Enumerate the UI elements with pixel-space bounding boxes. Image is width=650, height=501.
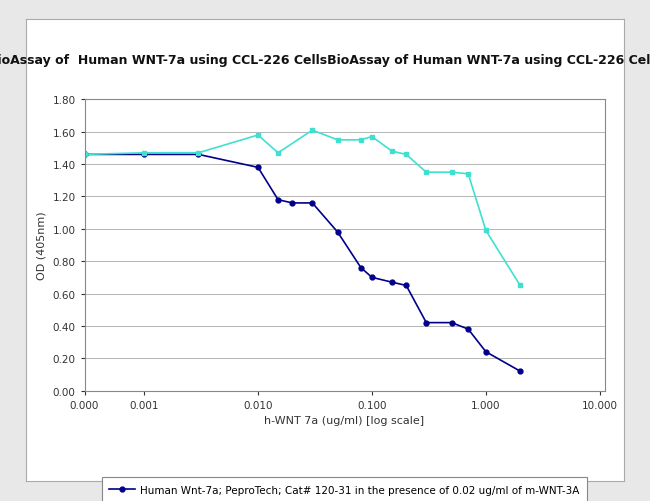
Human Wnt-7a; Competitor in the presence or absence of 0.02 ug/ml of m-WNT-3A: [388, 149, 396, 155]
Human Wnt-7a; Competitor in the presence or absence of 0.02 ug/ml of m-WNT-3A: [368, 134, 376, 140]
Human Wnt-7a; Competitor in the presence or absence of 0.02 ug/ml of m-WNT-3A: [482, 228, 489, 234]
Text: BioAssay of  Human WNT-7a using CCL-226 CellsBioAssay of Human WNT-7a using CCL-: BioAssay of Human WNT-7a using CCL-226 C…: [0, 54, 650, 67]
Human Wnt-7a; PeproTech; Cat# 120-31 in the presence of 0.02 ug/ml of m-WNT-3A: [357, 265, 365, 271]
Human Wnt-7a; Competitor in the presence or absence of 0.02 ug/ml of m-WNT-3A: [309, 128, 317, 134]
Human Wnt-7a; Competitor in the presence or absence of 0.02 ug/ml of m-WNT-3A: [254, 133, 262, 139]
Human Wnt-7a; Competitor in the presence or absence of 0.02 ug/ml of m-WNT-3A: [333, 138, 341, 144]
Human Wnt-7a; Competitor in the presence or absence of 0.02 ug/ml of m-WNT-3A: [516, 283, 524, 289]
Human Wnt-7a; PeproTech; Cat# 120-31 in the presence of 0.02 ug/ml of m-WNT-3A: [422, 320, 430, 326]
Human Wnt-7a; PeproTech; Cat# 120-31 in the presence of 0.02 ug/ml of m-WNT-3A: [388, 280, 396, 286]
Human Wnt-7a; Competitor in the presence or absence of 0.02 ug/ml of m-WNT-3A: [357, 138, 365, 144]
Human Wnt-7a; PeproTech; Cat# 120-31 in the presence of 0.02 ug/ml of m-WNT-3A: [448, 320, 456, 326]
Human Wnt-7a; PeproTech; Cat# 120-31 in the presence of 0.02 ug/ml of m-WNT-3A: [254, 165, 262, 171]
Human Wnt-7a; PeproTech; Cat# 120-31 in the presence of 0.02 ug/ml of m-WNT-3A: [482, 349, 489, 355]
Human Wnt-7a; PeproTech; Cat# 120-31 in the presence of 0.02 ug/ml of m-WNT-3A: [333, 229, 341, 235]
Line: Human Wnt-7a; Competitor in the presence or absence of 0.02 ug/ml of m-WNT-3A: Human Wnt-7a; Competitor in the presence…: [82, 128, 523, 288]
Human Wnt-7a; PeproTech; Cat# 120-31 in the presence of 0.02 ug/ml of m-WNT-3A: [402, 283, 410, 289]
Human Wnt-7a; PeproTech; Cat# 120-31 in the presence of 0.02 ug/ml of m-WNT-3A: [289, 200, 296, 206]
Human Wnt-7a; PeproTech; Cat# 120-31 in the presence of 0.02 ug/ml of m-WNT-3A: [81, 152, 88, 158]
Human Wnt-7a; Competitor in the presence or absence of 0.02 ug/ml of m-WNT-3A: [274, 150, 282, 156]
Human Wnt-7a; PeproTech; Cat# 120-31 in the presence of 0.02 ug/ml of m-WNT-3A: [309, 200, 317, 206]
Human Wnt-7a; Competitor in the presence or absence of 0.02 ug/ml of m-WNT-3A: [402, 152, 410, 158]
Human Wnt-7a; Competitor in the presence or absence of 0.02 ug/ml of m-WNT-3A: [194, 150, 202, 156]
Y-axis label: OD (405nm): OD (405nm): [37, 211, 47, 280]
Human Wnt-7a; PeproTech; Cat# 120-31 in the presence of 0.02 ug/ml of m-WNT-3A: [464, 327, 472, 333]
Human Wnt-7a; Competitor in the presence or absence of 0.02 ug/ml of m-WNT-3A: [422, 170, 430, 176]
Line: Human Wnt-7a; PeproTech; Cat# 120-31 in the presence of 0.02 ug/ml of m-WNT-3A: Human Wnt-7a; PeproTech; Cat# 120-31 in …: [82, 153, 523, 374]
X-axis label: h-WNT 7a (ug/ml) [log scale]: h-WNT 7a (ug/ml) [log scale]: [265, 415, 424, 425]
Human Wnt-7a; PeproTech; Cat# 120-31 in the presence of 0.02 ug/ml of m-WNT-3A: [140, 152, 148, 158]
Human Wnt-7a; Competitor in the presence or absence of 0.02 ug/ml of m-WNT-3A: [448, 170, 456, 176]
Legend: Human Wnt-7a; PeproTech; Cat# 120-31 in the presence of 0.02 ug/ml of m-WNT-3A, : Human Wnt-7a; PeproTech; Cat# 120-31 in …: [102, 477, 587, 501]
Human Wnt-7a; PeproTech; Cat# 120-31 in the presence of 0.02 ug/ml of m-WNT-3A: [274, 197, 282, 203]
Human Wnt-7a; Competitor in the presence or absence of 0.02 ug/ml of m-WNT-3A: [81, 152, 88, 158]
Human Wnt-7a; Competitor in the presence or absence of 0.02 ug/ml of m-WNT-3A: [464, 171, 472, 177]
Human Wnt-7a; PeproTech; Cat# 120-31 in the presence of 0.02 ug/ml of m-WNT-3A: [368, 275, 376, 281]
Human Wnt-7a; PeproTech; Cat# 120-31 in the presence of 0.02 ug/ml of m-WNT-3A: [516, 368, 524, 374]
Human Wnt-7a; PeproTech; Cat# 120-31 in the presence of 0.02 ug/ml of m-WNT-3A: [194, 152, 202, 158]
Human Wnt-7a; Competitor in the presence or absence of 0.02 ug/ml of m-WNT-3A: [140, 150, 148, 156]
